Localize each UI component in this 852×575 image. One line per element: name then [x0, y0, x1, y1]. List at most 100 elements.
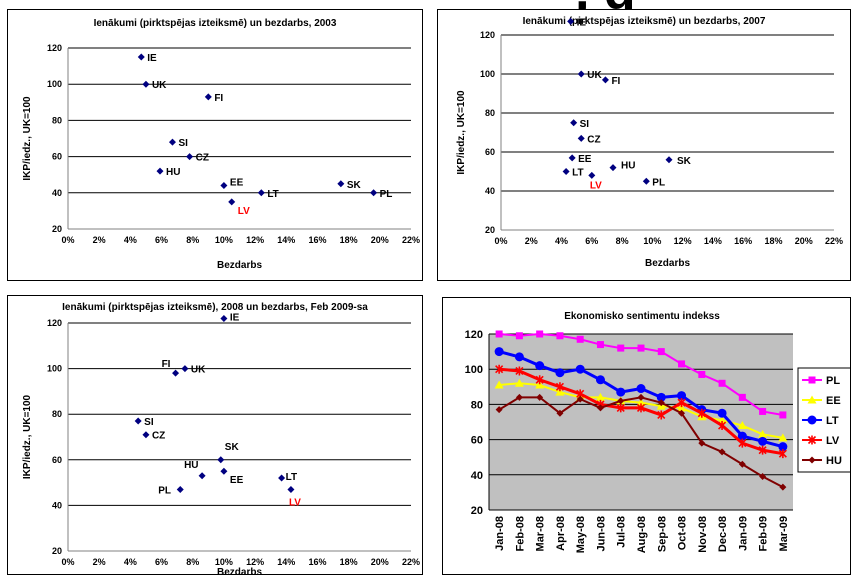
data-point-lt	[278, 474, 286, 482]
y-tick-label: 120	[47, 43, 62, 53]
data-point-ee	[555, 387, 565, 396]
legend-marker-pl	[808, 376, 816, 384]
x-axis-label: Bezdarbs	[217, 567, 262, 574]
data-point-lt	[562, 168, 570, 175]
data-point-hu	[156, 167, 164, 175]
data-point-lv	[495, 364, 504, 374]
x-tick-label: 4%	[124, 235, 137, 245]
data-point-lt	[636, 384, 646, 394]
data-point-pl	[698, 370, 706, 378]
data-point-pl	[642, 177, 650, 185]
data-point-pl	[759, 407, 767, 415]
legend-label-ee: EE	[826, 395, 841, 407]
data-point-lv	[738, 438, 747, 448]
data-point-lv	[718, 421, 727, 431]
x-tick-label: 6%	[155, 557, 168, 567]
data-point-pl	[637, 344, 645, 352]
data-point-si	[134, 417, 142, 425]
point-label-lt: LT	[267, 189, 278, 200]
x-axis-label: Bezdarbs	[217, 260, 262, 271]
x-tick-label: 0%	[61, 235, 74, 245]
y-tick-label: 40	[471, 470, 483, 482]
data-point-ee	[535, 380, 545, 389]
data-point-pl	[370, 189, 378, 197]
data-point-hu	[698, 439, 706, 447]
scatter-panel-2008: Ienākumi (pirktspējas izteiksmē), 2008 u…	[7, 295, 423, 575]
x-tick-label: 12%	[246, 235, 264, 245]
x-tick-label: 2%	[93, 557, 106, 567]
data-point-hu	[576, 395, 584, 403]
chart-svg: Ienākumi (pirktspējas izteiksmē) un bezd…	[456, 16, 843, 269]
point-label-uk: UK	[191, 365, 206, 376]
data-point-pl	[738, 393, 746, 401]
y-tick-label: 120	[47, 318, 62, 328]
data-point-lt	[717, 408, 727, 418]
point-label-ie: IE	[577, 17, 587, 28]
point-label-uk: UK	[587, 70, 602, 81]
data-point-pl	[718, 379, 726, 387]
data-point-ee	[737, 421, 747, 430]
x-tick-label: Nov-08	[697, 516, 709, 553]
point-label-hu: HU	[184, 460, 198, 471]
data-point-cz	[142, 431, 150, 439]
x-tick-label: 8%	[616, 236, 629, 246]
x-tick-label: 0%	[494, 236, 507, 246]
x-tick-label: 8%	[186, 557, 199, 567]
point-label-cz: CZ	[196, 153, 209, 164]
x-tick-label: 20%	[795, 236, 813, 246]
data-point-ee	[220, 182, 228, 190]
y-tick-label: 40	[52, 500, 62, 510]
data-point-sk	[217, 456, 225, 464]
data-point-hu	[637, 393, 645, 401]
data-point-pl	[657, 348, 665, 356]
x-tick-label: 10%	[215, 235, 233, 245]
chart-title: Ienākumi (pirktspējas izteiksmē) un bezd…	[523, 16, 766, 27]
data-point-ee	[494, 380, 504, 389]
data-point-pl	[576, 335, 584, 343]
y-tick-label: 20	[471, 505, 483, 517]
data-point-hu	[657, 399, 665, 407]
data-point-lv	[588, 171, 596, 179]
data-point-hu	[495, 406, 503, 414]
point-label-lt: LT	[286, 472, 297, 483]
chart-svg: Ekonomisko sentimentu indekss 20 40 60 80 100…	[465, 311, 850, 553]
data-point-pl	[779, 411, 787, 419]
chart-title: Ienākumi (pirktspējas izteiksmē) un bezd…	[94, 18, 337, 29]
y-tick-label: 80	[471, 399, 483, 411]
x-tick-label: 6%	[585, 236, 598, 246]
point-label-sk: SK	[677, 156, 692, 167]
point-label-si: SI	[580, 119, 590, 130]
legend-label-lt: LT	[826, 415, 839, 427]
data-point-hu	[596, 404, 604, 412]
x-tick-label: Apr-08	[555, 516, 567, 551]
legend-marker-lt	[807, 415, 817, 425]
x-tick-label: Jan-08	[494, 516, 506, 551]
y-tick-label: 40	[52, 188, 62, 198]
x-tick-label: 18%	[340, 557, 358, 567]
data-point-lt	[257, 189, 265, 197]
y-tick-label: 40	[485, 186, 495, 196]
data-point-hu	[678, 409, 686, 417]
legend-marker-lv	[807, 435, 817, 445]
legend-marker-hu	[808, 456, 816, 464]
x-tick-label: Feb-08	[514, 516, 526, 551]
data-point-lv	[515, 366, 524, 376]
x-tick-label: 6%	[155, 235, 168, 245]
legend-marker-ee	[807, 395, 817, 404]
y-tick-label: 20	[52, 224, 62, 234]
data-point-ie	[220, 314, 228, 322]
data-point-pl	[556, 332, 564, 340]
x-tick-label: Oct-08	[677, 516, 689, 550]
data-point-cz	[186, 153, 194, 161]
data-point-lt	[677, 391, 687, 401]
x-tick-label: 4%	[555, 236, 568, 246]
point-label-ee: EE	[578, 154, 592, 165]
x-tick-label: 20%	[371, 235, 389, 245]
point-label-lv: LV	[238, 206, 250, 217]
x-tick-label: 8%	[186, 235, 199, 245]
data-point-lt	[555, 368, 565, 378]
data-point-fi	[172, 369, 180, 377]
data-point-lt	[575, 364, 585, 374]
point-label-sk: SK	[347, 180, 362, 191]
chart-title: Ienākumi (pirktspējas izteiksmē), 2008 u…	[62, 302, 368, 313]
